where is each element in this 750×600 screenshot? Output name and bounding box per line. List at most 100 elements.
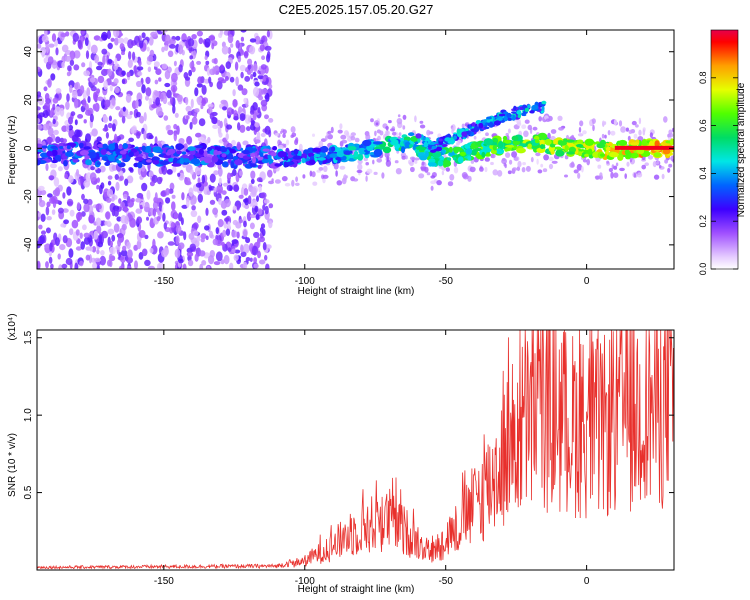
spectrogram-ridge-blob <box>257 164 262 169</box>
spectrogram-speckle <box>221 209 228 216</box>
colorbar-ticks: 0.0 0.2 0.4 0.6 0.8 <box>698 72 738 275</box>
spectrogram-speckle <box>121 51 125 56</box>
spectrogram-speckle <box>507 128 511 134</box>
spectrogram-speckle <box>597 164 602 169</box>
spectrogram-ridge-blob <box>207 147 213 151</box>
snr-series-line <box>37 330 674 570</box>
spectrogram-speckle <box>156 176 163 185</box>
spectrogram-speckle <box>391 131 397 136</box>
spectrogram-speckle <box>257 250 261 259</box>
spectrogram-speckle <box>208 35 216 41</box>
spectrogram-speckle <box>516 166 521 172</box>
spectrogram-speckle <box>97 241 104 248</box>
spectrogram-ridge-blob <box>403 136 411 142</box>
spectrogram-speckle <box>189 121 193 130</box>
spectrogram-speckle <box>558 126 564 131</box>
spectrogram-speckle <box>201 260 207 266</box>
spectrogram-ridge-blob <box>159 160 170 165</box>
spectrogram-speckle <box>430 180 437 185</box>
spectrogram-speckle <box>239 170 243 177</box>
spectrogram-speckle <box>73 98 79 109</box>
spectrogram-ridge-blob <box>148 152 154 158</box>
spectrogram-ridge-blob <box>400 146 406 154</box>
spectrogram-speckle <box>80 241 85 250</box>
spectrogram-speckle <box>111 123 116 132</box>
spectrogram-ridge-blob <box>108 143 116 151</box>
spectrogram-speckle <box>208 76 212 84</box>
spectrogram-speckle <box>119 175 124 181</box>
spectrogram-speckle <box>111 234 116 242</box>
spectrogram-speckle <box>401 155 407 160</box>
spectrogram-speckle <box>62 235 68 244</box>
spectrogram-speckle <box>101 48 108 55</box>
spectrogram-speckle <box>141 84 146 94</box>
spectrogram-speckle <box>44 244 51 248</box>
spectrogram-speckle <box>227 221 231 230</box>
spectrogram-speckle <box>231 248 236 253</box>
spectrogram-speckle <box>122 245 127 252</box>
spectrogram-ridge-blob <box>504 144 515 148</box>
spectrogram-speckle <box>238 194 244 199</box>
spectrogram-speckle <box>644 162 649 166</box>
spectrogram-speckle <box>85 50 90 60</box>
spectrogram-speckle <box>240 30 247 33</box>
spectrogram-ridge-blob <box>618 139 628 146</box>
spectrogram-speckle <box>63 219 69 225</box>
spectrogram-speckle <box>264 45 272 51</box>
spectrogram-ridge-blob <box>189 149 196 156</box>
spectrogram-speckle <box>625 127 630 132</box>
spectrogram-ridge-blob <box>372 141 383 145</box>
spectrogram-speckle <box>237 122 241 131</box>
spectrogram-ridge-blob <box>495 148 505 155</box>
spectrogram-speckle <box>250 178 255 184</box>
spectrogram-speckle <box>264 125 271 135</box>
spectrogram-echo-blob <box>423 141 429 148</box>
spectrogram-echo-blob <box>496 117 503 121</box>
spectrogram-speckle <box>120 201 126 209</box>
spectrogram-speckle <box>227 247 232 252</box>
spectrogram-speckle <box>234 61 239 71</box>
spectrogram-ridge-blob <box>596 143 606 149</box>
spectrogram-ridge-blob <box>198 148 204 155</box>
spectrogram-speckle <box>155 97 161 106</box>
spectrogram-speckle <box>543 154 549 161</box>
bottom-y-multiplier: (x10⁴) <box>7 313 18 340</box>
spectrogram-speckle <box>105 132 109 139</box>
spectrogram-speckle <box>185 115 190 120</box>
spectrogram-ridge-blob <box>404 141 411 149</box>
spectrogram-speckle <box>274 133 279 137</box>
spectrogram-speckle <box>594 175 601 179</box>
spectrogram-speckle <box>668 133 674 138</box>
spectrogram-speckle <box>577 133 584 137</box>
spectrogram-ridge-blob <box>653 152 662 158</box>
spectrogram-speckle <box>81 30 85 35</box>
spectrogram-ridge-blob <box>641 139 648 146</box>
spectrogram-speckle <box>375 122 379 126</box>
spectrogram-ridge-blob <box>100 148 107 156</box>
spectrogram-speckle <box>131 197 135 203</box>
x-tick-label: -100 <box>295 576 315 587</box>
spectrogram-ridge-blob <box>37 159 41 166</box>
spectrogram-speckle <box>94 257 101 263</box>
spectrogram-ridge-blob <box>221 153 227 158</box>
spectrogram-speckle <box>138 230 146 238</box>
spectrogram-speckle <box>227 47 232 55</box>
spectrogram-speckle <box>532 126 538 131</box>
spectrogram-speckle <box>473 135 477 140</box>
spectrogram-speckle <box>226 172 232 181</box>
spectrogram-speckle <box>95 203 102 210</box>
spectrogram-ridge-blob <box>391 139 399 146</box>
spectrogram-speckle <box>268 203 274 209</box>
spectrogram-speckle <box>139 115 145 124</box>
spectrogram-speckle <box>284 182 291 187</box>
spectrogram-speckle <box>90 166 95 171</box>
spectrogram-speckle <box>294 139 299 146</box>
spectrogram-speckle <box>199 250 206 257</box>
spectrogram-speckle <box>243 229 248 238</box>
spectrogram-speckle <box>39 234 45 245</box>
spectrogram-speckle <box>41 230 46 235</box>
spectrogram-speckle <box>101 98 106 109</box>
spectrogram-speckle <box>244 204 250 210</box>
spectrogram-speckle <box>229 76 235 83</box>
spectrogram-speckle <box>43 57 49 64</box>
